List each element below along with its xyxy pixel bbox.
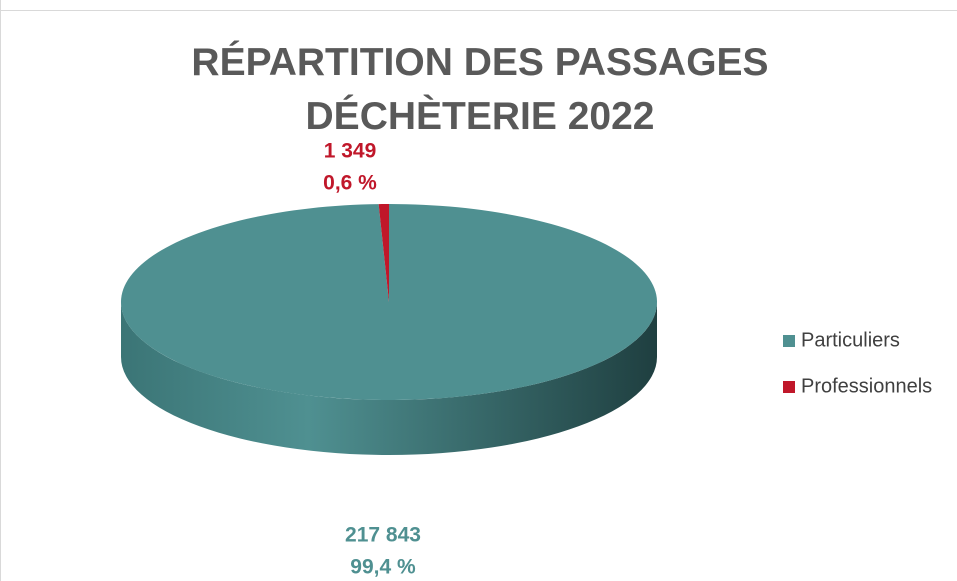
chart-title: RÉPARTITION DES PASSAGES DÉCHÈTERIE 2022 (191, 41, 769, 138)
legend-label: Particuliers (801, 329, 900, 351)
legend-marker (783, 335, 795, 347)
data-label: 1 349 (324, 140, 377, 163)
data-label: 99,4 % (350, 556, 416, 579)
pie-slice (120, 204, 657, 400)
legend-label: Professionnels (801, 375, 932, 397)
legend-marker (783, 381, 795, 393)
pie-slice (378, 204, 389, 302)
data-label: 0,6 % (323, 172, 377, 195)
data-label: 217 843 (345, 524, 421, 547)
pie-side (121, 302, 657, 455)
